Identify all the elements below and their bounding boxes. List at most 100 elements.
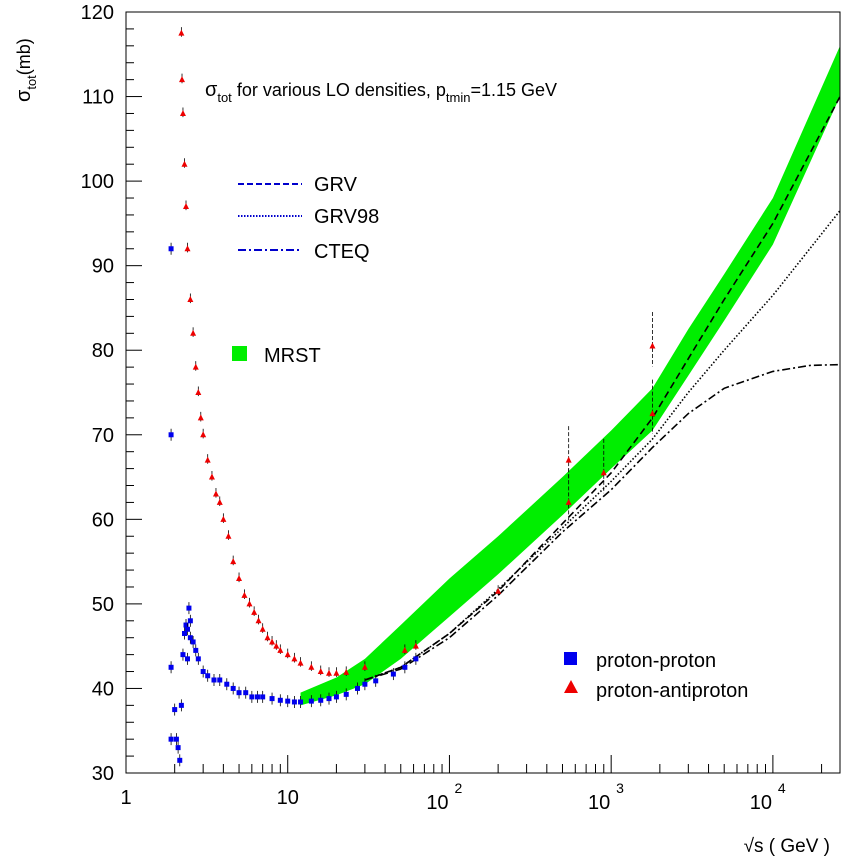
pbarp-point [187, 295, 194, 302]
pp-point [402, 664, 408, 670]
pp-point [178, 702, 184, 708]
y-tick-label: 40 [92, 678, 114, 700]
pp-point [205, 673, 211, 679]
pp-point [254, 694, 260, 700]
pbarp-point [255, 617, 262, 624]
pbarp-point [273, 642, 280, 649]
pbarp-point [291, 655, 298, 662]
pp-point [285, 698, 291, 704]
legend-swatch-mrst [232, 346, 247, 361]
pp-point [168, 664, 174, 670]
pp-point [390, 671, 396, 677]
pbarp-point [204, 456, 211, 463]
pbarp-point [269, 638, 276, 645]
pp-point [184, 656, 190, 662]
pbarp-point [343, 668, 350, 675]
pp-point [260, 694, 266, 700]
pp-point [298, 699, 304, 705]
x-tick-label: 10 [750, 792, 772, 814]
pbarp-point [317, 668, 324, 675]
pp-point [333, 694, 339, 700]
pp-point [177, 757, 183, 763]
y-tick-label: 70 [92, 425, 114, 447]
legend-marker-pbarp [564, 680, 578, 693]
legend-lower: proton-proton proton-antiproton [564, 650, 748, 702]
pbarp-point [649, 342, 656, 349]
pbarp-point [246, 600, 253, 607]
y-tick-label: 90 [92, 256, 114, 278]
pp-point [180, 652, 186, 658]
x-axis-label: √s ( GeV ) [744, 836, 830, 857]
pp-point [277, 697, 283, 703]
legend-label-cteq: CTEQ [314, 241, 370, 263]
pbarp-point [361, 663, 368, 670]
pbarp-point [565, 456, 572, 463]
legend-marker-pp [564, 652, 577, 665]
pp-point [362, 681, 368, 687]
pp-point [269, 696, 275, 702]
y-tick-label: 110 [82, 87, 114, 109]
pp-point [291, 699, 297, 705]
x-tick-label: 10 [588, 792, 610, 814]
pbarp-point [197, 414, 204, 421]
curve-cteq [364, 363, 841, 681]
pp-point [172, 707, 178, 713]
pbarp-point [225, 532, 232, 539]
mrst-band [300, 45, 840, 706]
pp-point [168, 246, 174, 252]
pp-point [183, 622, 189, 628]
pp-point [230, 685, 236, 691]
pbarp-point [195, 389, 202, 395]
pbarp-point [200, 431, 207, 438]
pbarp-point [183, 202, 190, 209]
pp-point [373, 678, 379, 684]
y-tick-label: 30 [92, 763, 114, 785]
x-tick-label: 1 [120, 787, 131, 809]
pbarp-point [333, 669, 340, 676]
pp-point [186, 605, 192, 611]
pp-point [243, 690, 249, 696]
y-tick-label: 80 [92, 340, 114, 362]
theory-curves-layer [364, 96, 841, 681]
pp-point [168, 432, 174, 438]
pbarp-point [412, 642, 419, 649]
pp-point [343, 691, 349, 697]
pbarp-point [220, 515, 227, 522]
pp-point [173, 736, 179, 742]
legend-label-grv: GRV [314, 174, 358, 196]
x-tick-exponent: 2 [454, 780, 462, 796]
pbarp-point [277, 646, 284, 653]
pbarp-point [208, 473, 215, 480]
y-tick-label: 100 [81, 171, 114, 193]
pp-point [217, 677, 223, 683]
pbarp-point [179, 109, 186, 116]
legend-upper: GRV GRV98 CTEQ MRST [232, 174, 379, 367]
pbarp-point [401, 646, 408, 653]
legend-label-grv98: GRV98 [314, 206, 379, 228]
pp-point [175, 745, 181, 751]
pbarp-point [284, 651, 291, 658]
pp-point [249, 694, 255, 700]
legend-label-mrst: MRST [264, 345, 321, 367]
x-tick-exponent: 3 [616, 780, 624, 796]
pbarp-point [190, 329, 197, 336]
pbarp-point [297, 659, 304, 666]
legend-label-pp: proton-proton [596, 650, 716, 672]
pp-point [211, 677, 217, 683]
pp-point [195, 656, 201, 662]
curve-grv98 [364, 210, 841, 681]
pbarp-point [179, 76, 186, 83]
pp-point [326, 696, 332, 702]
pp-point [168, 736, 174, 742]
pbarp-point [178, 29, 185, 36]
y-tick-label: 50 [92, 594, 114, 616]
x-tick-label: 10 [277, 787, 299, 809]
pp-point [224, 681, 230, 687]
mrst-band-layer [300, 45, 840, 706]
x-tick-exponent: 4 [778, 780, 786, 796]
pbarp-point [184, 245, 191, 252]
pbarp-point [192, 363, 199, 370]
pp-point [187, 635, 193, 641]
